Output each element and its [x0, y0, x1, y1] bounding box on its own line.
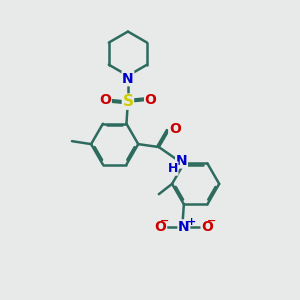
Text: −: −: [207, 215, 216, 226]
Text: O: O: [99, 93, 111, 106]
Text: N: N: [122, 72, 134, 86]
Text: O: O: [169, 122, 181, 136]
Text: O: O: [145, 93, 157, 106]
Text: H: H: [167, 162, 178, 175]
Text: −: −: [160, 215, 169, 226]
Text: +: +: [187, 217, 196, 227]
Text: N: N: [176, 154, 187, 168]
Text: S: S: [122, 94, 134, 109]
Text: O: O: [201, 220, 213, 234]
Text: O: O: [155, 220, 167, 234]
Text: N: N: [178, 220, 190, 234]
